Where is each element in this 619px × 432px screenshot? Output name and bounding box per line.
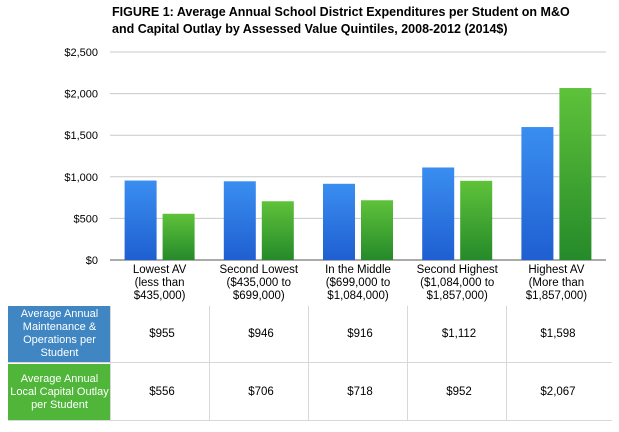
table-cell: $946 bbox=[248, 328, 274, 340]
y-axis: $0 $500 $1,000 $1,500 $2,000 $2,500 bbox=[64, 47, 98, 267]
bar bbox=[261, 201, 294, 260]
bar bbox=[323, 183, 355, 260]
y-tick-label: $2,500 bbox=[64, 47, 98, 59]
table-cell: $955 bbox=[149, 328, 175, 340]
x-tick-label: In the Middle ($699,000 to $1,084,000) bbox=[325, 264, 391, 302]
bar bbox=[124, 180, 157, 260]
table-divider bbox=[110, 306, 111, 420]
table-divider bbox=[506, 306, 507, 420]
chart-title: FIGURE 1: Average Annual School District… bbox=[112, 5, 570, 36]
row-header-capital: Average Annual Local Capital Outlay per … bbox=[8, 364, 111, 420]
y-tick-label: $0 bbox=[86, 255, 98, 267]
table-divider bbox=[407, 306, 408, 420]
x-axis-labels: Lowest AV (less than $435,000) Second Lowes… bbox=[133, 264, 587, 302]
x-tick-label: Lowest AV (less than $435,000) bbox=[133, 264, 187, 302]
table-row: Average Annual Maintenance & Operations … bbox=[8, 306, 612, 363]
table-divider bbox=[308, 306, 309, 420]
bar bbox=[422, 167, 455, 260]
bar bbox=[559, 88, 592, 260]
bars bbox=[124, 88, 592, 260]
bar bbox=[162, 213, 195, 260]
table-cell: $916 bbox=[347, 328, 373, 340]
y-tick-label: $500 bbox=[74, 213, 98, 225]
y-tick-label: $2,000 bbox=[64, 89, 98, 101]
bar-chart: $0 $500 $1,000 $1,500 $2,000 $2,500 Lowest AV… bbox=[64, 47, 606, 302]
table-cell: $1,598 bbox=[540, 328, 576, 340]
table-row: Average Annual Local Capital Outlay per … bbox=[8, 364, 612, 421]
y-tick-label: $1,000 bbox=[64, 172, 98, 184]
y-tick-label: $1,500 bbox=[64, 130, 98, 142]
x-tick-label: Highest AV (More than $1,857,000) bbox=[526, 264, 588, 302]
x-tick-label: Second Highest ($1,084,000 to $1,857,000) bbox=[417, 264, 499, 302]
bar bbox=[223, 181, 256, 260]
bar bbox=[361, 200, 393, 260]
bar bbox=[460, 180, 493, 260]
table-cell: $2,067 bbox=[540, 386, 576, 398]
x-tick-label: Second Lowest ($435,000 to $699,000) bbox=[219, 264, 298, 302]
table-cell: $718 bbox=[347, 386, 373, 398]
table-cell: $1,112 bbox=[441, 328, 477, 340]
bar bbox=[521, 127, 554, 260]
table-cell: $952 bbox=[446, 386, 472, 398]
table-cell: $706 bbox=[248, 386, 274, 398]
table-divider bbox=[209, 306, 210, 420]
table-cell: $556 bbox=[149, 386, 175, 398]
row-header-mo: Average Annual Maintenance & Operations … bbox=[8, 306, 111, 362]
